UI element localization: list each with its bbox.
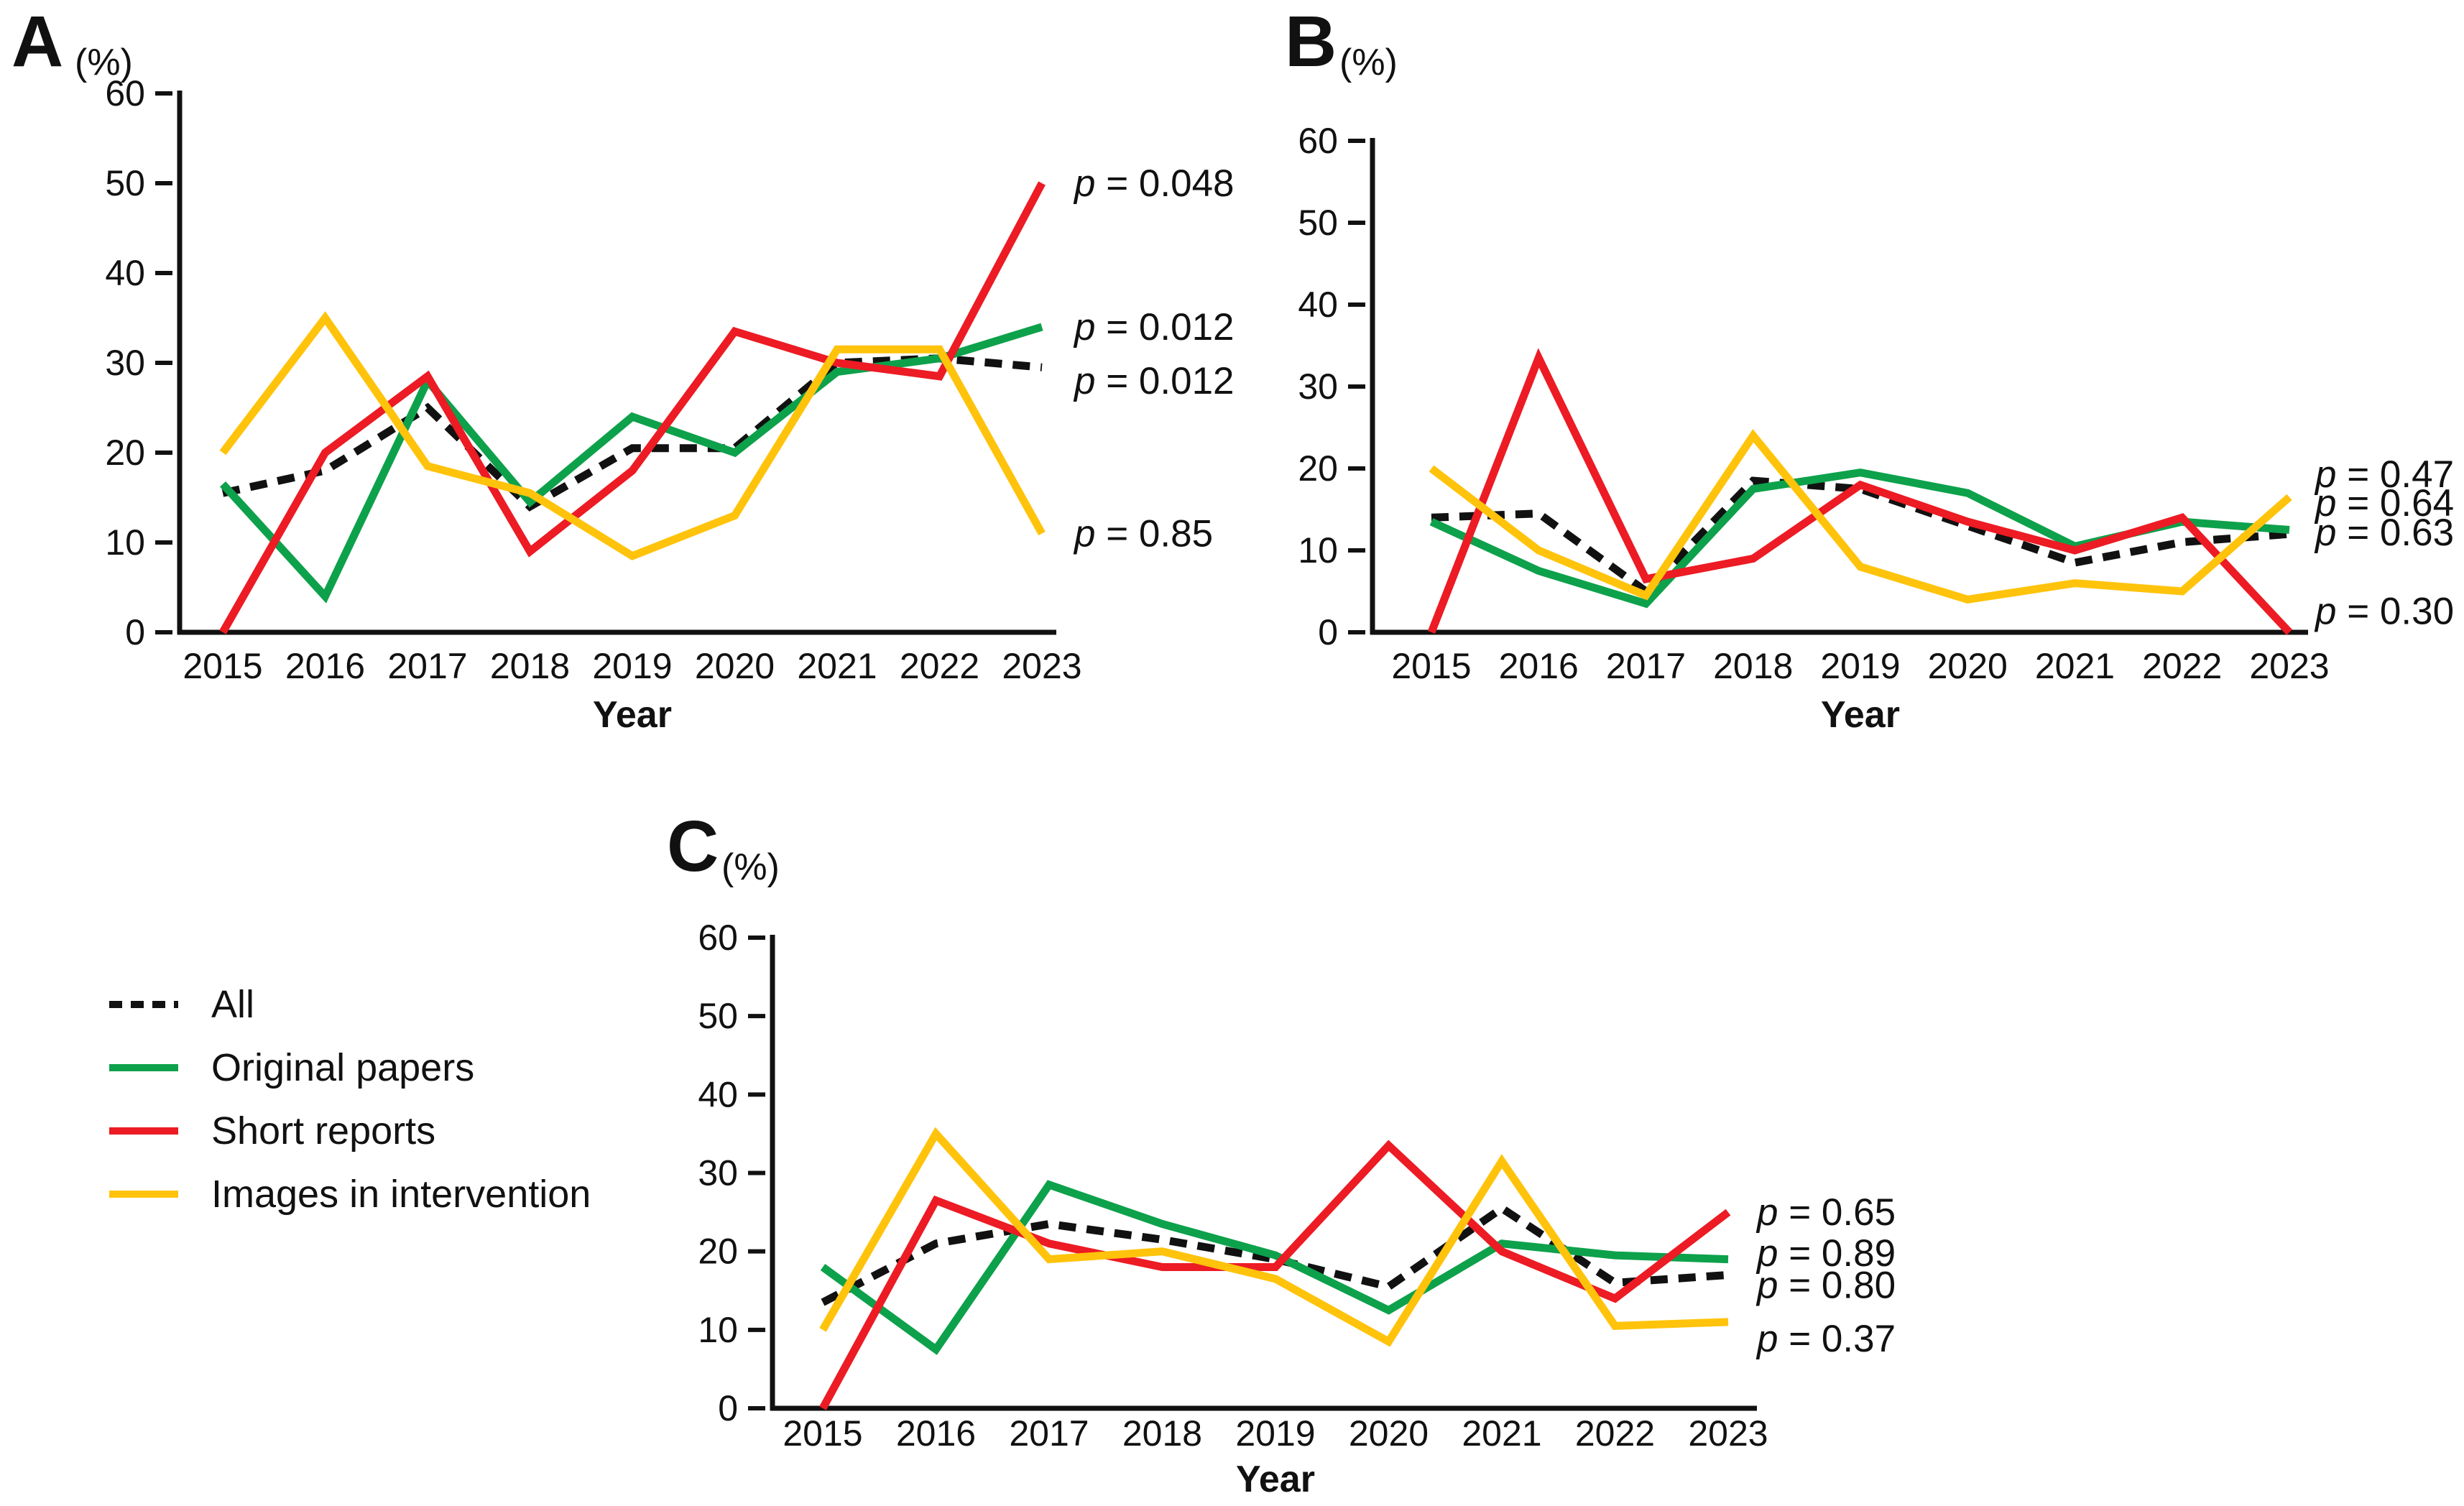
series-line-short-reports [1427,348,2293,635]
y-axis-unit-label: (%) [1339,42,1398,83]
y-tick-label: 0 [718,1388,738,1428]
p-value-label: p = 0.89 [1755,1232,1896,1275]
x-tick-label: 2019 [1820,646,1900,686]
y-tick-label: 40 [698,1074,738,1114]
p-value-label: p = 0.47 [2314,453,2454,496]
legend-swatch-green-line-icon [109,1064,178,1071]
y-tick-label: 50 [698,996,738,1036]
x-tick-label: 2021 [1462,1413,1541,1454]
p-value-label: p = 0.80 [1755,1265,1896,1307]
y-tick-label: 30 [105,343,145,383]
x-tick-label: 2015 [183,646,262,686]
legend-item-original-papers: Original papers [109,1046,591,1089]
panel-label: A [11,1,63,82]
series-line-short-reports [819,1140,1731,1410]
p-value-label: p = 0.012 [1073,306,1235,348]
p-value-label: p = 0.64 [2314,482,2454,525]
x-tick-label: 2022 [900,646,979,686]
y-tick-label: 50 [105,163,145,203]
x-tick-label: 2017 [1606,646,1686,686]
p-value-label: p = 0.85 [1073,513,1213,555]
x-tick-label: 2018 [490,646,570,686]
y-tick-label: 10 [698,1310,738,1350]
x-tick-label: 2023 [1688,1413,1768,1454]
x-tick-label: 2017 [387,646,467,686]
y-tick-label: 30 [698,1153,738,1193]
legend-label: Short reports [211,1109,436,1152]
y-tick-label: 60 [1298,121,1338,161]
legend-item-short-reports: Short reports [109,1109,591,1152]
x-tick-label: 2021 [2035,646,2115,686]
x-tick-label: 2015 [783,1413,862,1454]
x-tick-label: 2016 [1499,646,1579,686]
x-tick-label: 2019 [1235,1413,1315,1454]
x-tick-label: 2017 [1009,1413,1089,1454]
p-value-label: p = 0.048 [1073,162,1235,205]
x-axis-title: Year [593,694,672,736]
series-line-images-in-intervention [219,311,1046,560]
x-tick-label: 2023 [2249,646,2329,686]
x-tick-label: 2022 [1575,1413,1655,1454]
legend-label: All [211,983,255,1026]
y-tick-label: 0 [125,612,145,652]
p-value-label: p = 0.30 [2314,590,2454,632]
p-value-label: p = 0.012 [1073,360,1235,402]
y-axis-unit-label: (%) [75,42,133,83]
series-line-images-in-intervention [1429,429,2292,604]
series-line-all [221,354,1043,512]
series-line-original-papers [820,1180,1729,1355]
legend-item-images-in-intervention: Images in intervention [109,1173,591,1216]
x-tick-label: 2020 [1928,646,2008,686]
y-tick-label: 20 [1298,448,1338,489]
x-tick-label: 2023 [1002,646,1081,686]
legend-swatch-red-line-icon [109,1127,178,1135]
series-line-all [1431,476,2290,597]
y-tick-label: 10 [105,522,145,563]
legend-label: Images in intervention [211,1173,591,1216]
x-tick-label: 2018 [1713,646,1793,686]
panel-label: B [1285,1,1337,82]
series-line-original-papers [219,323,1043,604]
x-tick-label: 2016 [285,646,365,686]
y-tick-label: 40 [105,253,145,293]
y-tick-label: 60 [105,73,145,114]
x-tick-label: 2016 [896,1413,976,1454]
y-tick-label: 20 [698,1232,738,1272]
y-tick-label: 10 [1298,530,1338,570]
x-tick-label: 2019 [592,646,672,686]
chart-panel-b: B (%) 0 10 20 30 40 50 60 2015 2016 2017 2018 2019 202… [1285,1,2454,736]
p-value-label: p = 0.37 [1755,1318,1896,1360]
series-line-images-in-intervention [819,1127,1729,1347]
series-line-original-papers [1429,468,2290,609]
legend-label: Original papers [211,1046,475,1089]
panel-label: C [667,806,719,887]
p-value-label: p = 0.63 [2314,512,2454,554]
x-tick-label: 2020 [1349,1413,1429,1454]
y-tick-label: 20 [105,433,145,473]
y-axis-unit-label: (%) [721,846,780,888]
x-tick-label: 2018 [1122,1413,1202,1454]
legend-swatch-dashed-line-icon [109,1001,178,1008]
x-tick-label: 2021 [797,646,877,686]
x-tick-label: 2020 [695,646,775,686]
x-axis-title: Year [1236,1459,1315,1500]
y-tick-label: 50 [1298,203,1338,243]
y-tick-label: 60 [698,918,738,958]
legend-item-all: All [109,983,591,1026]
chart-panel-a: A (%) 0 10 20 30 40 50 60 2015 2016 2017 2018 2019 202… [11,1,1235,736]
x-axis-title: Year [1821,694,1900,736]
legend: All Original papers Short reports Images… [109,983,591,1216]
y-tick-label: 0 [1318,612,1338,652]
y-tick-label: 40 [1298,285,1338,325]
legend-swatch-yellow-line-icon [109,1191,178,1198]
chart-panel-c: C (%) 0 10 20 30 40 50 60 2015 2016 2017 2018 2019 202… [667,806,1896,1500]
series-line-all [821,1203,1729,1306]
x-tick-label: 2022 [2142,646,2222,686]
series-line-short-reports [219,181,1046,634]
p-value-label: p = 0.65 [1755,1191,1896,1234]
y-tick-label: 30 [1298,366,1338,407]
x-tick-label: 2015 [1391,646,1471,686]
